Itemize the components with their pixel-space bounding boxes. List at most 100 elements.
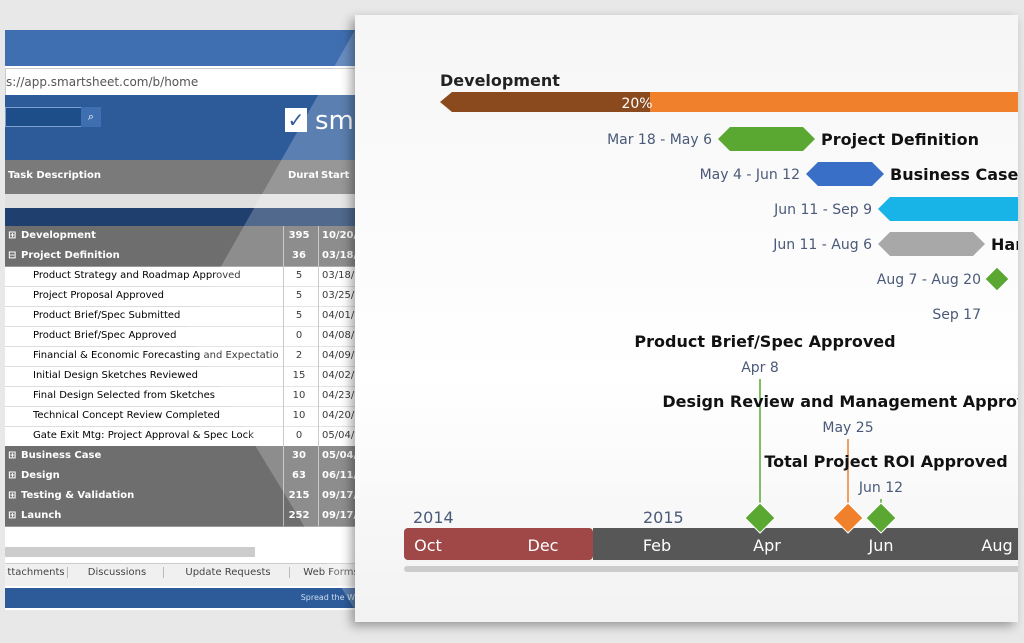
logo-icon: ✓: [285, 108, 307, 132]
milestone-diamond: [832, 502, 864, 534]
duration: 5: [283, 266, 314, 286]
task-bar: [806, 162, 884, 186]
browser-top: [5, 30, 355, 66]
summary-progress: 20%: [621, 96, 652, 112]
column-title: Task Description: [8, 170, 102, 181]
task-name: Final Design Selected from Sketches: [33, 390, 215, 401]
task-row[interactable]: Initial Design Sketches Reviewed 1504/02/…: [5, 366, 355, 387]
start: 04/23/1: [318, 386, 355, 406]
task-name: Financial & Economic Forecasting and Exp…: [33, 350, 279, 361]
duration: 10: [283, 406, 314, 426]
overlay: [185, 30, 355, 610]
task-row[interactable]: Technical Concept Review Completed 1004/2…: [5, 406, 355, 427]
task-bar: [878, 197, 1018, 221]
start: 03/18/1: [318, 266, 355, 286]
start: 04/08/1: [318, 326, 355, 346]
task-name: Business Case: [21, 450, 102, 461]
expand-icon: ⊟: [8, 250, 17, 261]
axis-future: [593, 528, 1018, 560]
start: 04/01/1: [318, 306, 355, 326]
axis-past: [404, 528, 593, 560]
duration: 215: [283, 486, 314, 506]
milestone-date: Apr 8: [741, 360, 779, 376]
expand-icon: ⊞: [8, 490, 17, 501]
tab[interactable]: Update Requests: [167, 567, 290, 578]
task-dates: Mar 18 - May 6: [607, 132, 712, 148]
duration: 63: [283, 466, 314, 486]
task-label: Project Definition: [821, 130, 979, 149]
month-label: Feb: [643, 536, 671, 555]
task-name: Design: [21, 470, 60, 481]
task-row[interactable]: Final Design Selected from Sketches 1004/…: [5, 386, 355, 407]
start: 09/17/1: [318, 506, 355, 526]
tab[interactable]: Web Forms: [293, 567, 355, 578]
task-dates: Jun 11 - Sep 9: [773, 202, 872, 218]
duration: 395: [283, 226, 314, 246]
duration: 2: [283, 346, 314, 366]
duration: 36: [283, 246, 314, 266]
task-name: Technical Concept Review Completed: [33, 410, 221, 421]
expand-icon: ⊞: [8, 470, 17, 481]
column-header: [5, 160, 355, 194]
task-label: Har: [991, 235, 1023, 254]
lock-row: [5, 194, 355, 208]
duration: 0: [283, 426, 314, 446]
task-row[interactable]: Product Brief/Spec Submitted 504/01/1: [5, 306, 355, 327]
task-name: Launch: [21, 510, 62, 521]
light-wedge: [185, 30, 355, 610]
task-bar: [878, 232, 985, 256]
milestone-label: Total Project ROI Approved: [764, 452, 1007, 471]
task-name: Product Brief/Spec Submitted: [33, 310, 181, 321]
group-row[interactable]: ⊟ Project Definition 3603/18/1: [5, 246, 355, 267]
tab-bar: ttachments Discussions Update Requests Web …: [5, 563, 355, 586]
timeline-content: Development 20% Mar 18 - May 6 Project Defi…: [404, 71, 1024, 572]
summary-bar-rest: [640, 92, 1018, 112]
milestone-label: Design Review and Management Approval: [662, 392, 1024, 411]
group-row[interactable]: ⊞ Launch 25209/17/1: [5, 506, 355, 527]
tab[interactable]: ttachments: [5, 567, 68, 578]
start: 04/09/1: [318, 346, 355, 366]
tab[interactable]: Discussions: [71, 567, 164, 578]
task-name: Product Strategy and Roadmap Approved: [33, 270, 241, 281]
milestone-date: May 25: [822, 420, 873, 436]
task-label: Business Case: [890, 165, 1019, 184]
axis-shadow: [404, 566, 1018, 572]
start: 05/04/1: [318, 426, 355, 446]
search-button[interactable]: ⌕: [81, 107, 101, 127]
task-bar: [718, 127, 815, 151]
milestone-date: Jun 12: [858, 480, 903, 496]
month-label: Aug: [981, 536, 1012, 555]
smartsheet-window: s://app.smartsheet.com/b/home ⌕ ✓ sma Ta…: [5, 30, 355, 610]
footer-link[interactable]: Spread the W: [300, 593, 355, 602]
footer: Spread the W: [5, 588, 355, 608]
url-bar[interactable]: s://app.smartsheet.com/b/home: [5, 68, 355, 96]
task-row[interactable]: Product Brief/Spec Approved 004/08/1: [5, 326, 355, 347]
expand-icon: ⊞: [8, 510, 17, 521]
task-dates: Jun 11 - Aug 6: [772, 237, 872, 253]
month-label: Dec: [528, 536, 559, 555]
duration: 5: [283, 286, 314, 306]
expand-icon: ⊞: [8, 230, 17, 241]
task-row[interactable]: Project Proposal Approved 503/25/1: [5, 286, 355, 307]
logo-text: sma: [315, 106, 355, 136]
duration: 252: [283, 506, 314, 526]
task-name: Development: [21, 230, 96, 241]
start: 03/18/1: [318, 246, 355, 266]
task-name: Initial Design Sketches Reviewed: [33, 370, 198, 381]
duration: 10: [283, 386, 314, 406]
timeline-card: [355, 15, 1018, 622]
column-title: Start: [321, 170, 355, 181]
start: 03/25/1: [318, 286, 355, 306]
task-name: Testing & Validation: [21, 490, 135, 501]
task-row[interactable]: Financial & Economic Forecasting and Exp…: [5, 346, 355, 367]
task-name: Product Brief/Spec Approved: [33, 330, 177, 341]
task-name: Project Proposal Approved: [33, 290, 164, 301]
year-label: 2015: [643, 508, 684, 527]
task-diamond: [984, 266, 1010, 292]
task-name: Gate Exit Mtg: Project Approval & Spec L…: [33, 430, 254, 441]
start: 10/20/1: [318, 226, 355, 246]
task-row[interactable]: Product Strategy and Roadmap Approved 503…: [5, 266, 355, 287]
start: 06/11/1: [318, 466, 355, 486]
